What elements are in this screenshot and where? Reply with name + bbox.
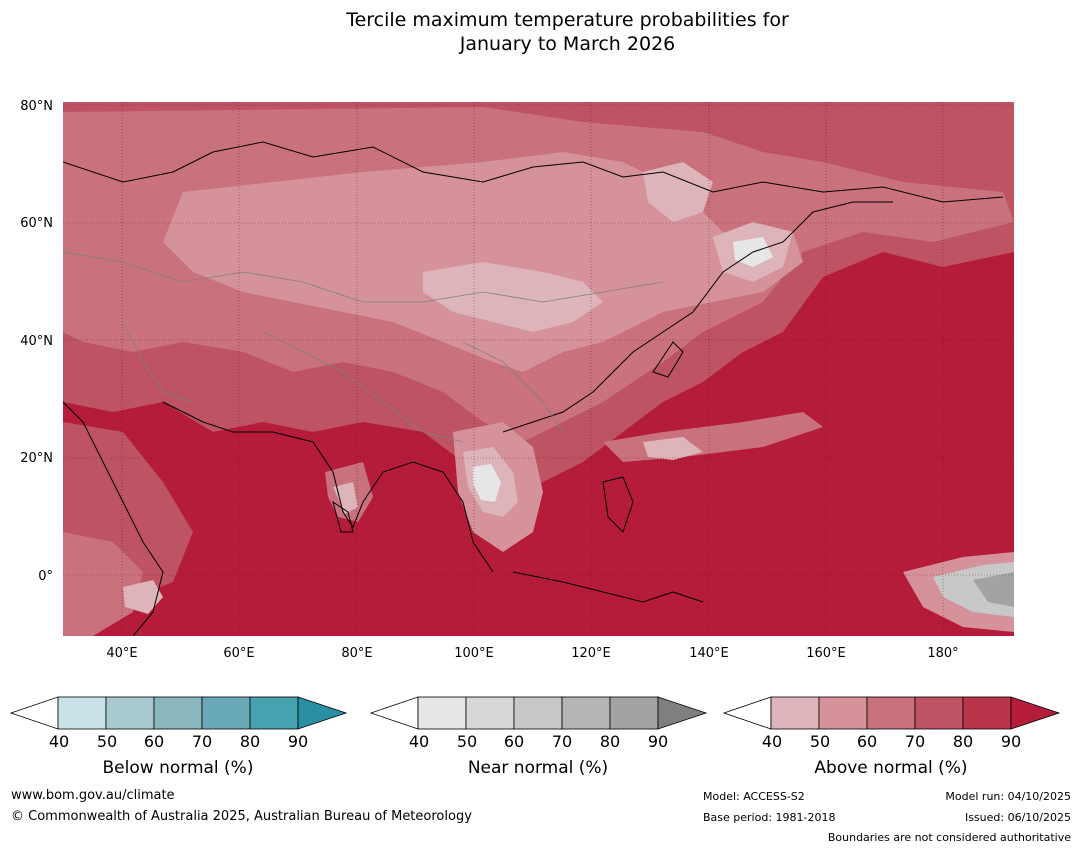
cbar-below-tick-80: 80 [239,732,261,751]
colorbar-below-normal-svg [9,696,348,730]
colorbar-segment [417,696,467,730]
model-text: Model: ACCESS-S2 [703,790,805,803]
colorbar-segment [513,696,563,730]
colorbar-lower-extend [369,696,419,730]
colorbar-near-normal [369,694,708,732]
colorbar-upper-extend [657,696,708,730]
colorbar-segment [866,696,916,730]
cbar-below-tick-90: 90 [287,732,309,751]
graticule [63,102,1014,636]
colorbar-near-normal-svg [369,696,708,730]
region-near-normal-80-pacific [973,572,1014,607]
lat-label-60n: 60°N [20,216,53,231]
map-svg [63,102,1014,636]
colorbar-segment [201,696,251,730]
cbar-above-tick-40: 40 [761,732,783,751]
issued-text: Issued: 06/10/2025 [964,811,1071,824]
cbar-near-tick-40: 40 [408,732,430,751]
colorbar-near-normal-segments [369,696,708,730]
disclaimer-text: Boundaries are not considered authoritat… [827,831,1071,844]
cbar-near-tick-60: 60 [503,732,525,751]
title-line-1: Tercile maximum temperature probabilitie… [346,9,789,31]
region-near-normal-indochina [473,464,501,502]
cbar-below-tick-50: 50 [96,732,118,751]
cbar-near-tick-80: 80 [599,732,621,751]
lon-label-60e: 60°E [223,646,255,661]
lon-label-100e: 100°E [454,646,494,661]
colorbar-above-normal [722,694,1061,732]
colorbar-segment [770,696,820,730]
cbar-below-label: Below normal (%) [102,758,254,778]
cbar-near-tick-70: 70 [551,732,573,751]
lon-label-40e: 40°E [106,646,138,661]
colorbar-segment [818,696,868,730]
coastlines [63,141,1004,636]
region-40-africa [123,580,163,614]
cbar-below-tick-60: 60 [143,732,165,751]
title-line-2: January to March 2026 [459,33,676,55]
colorbar-segment [914,696,964,730]
colorbar-segment [105,696,155,730]
website-link[interactable]: www.bom.gov.au/climate [11,788,175,803]
lon-label-120e: 120°E [571,646,611,661]
cbar-above-tick-90: 90 [1000,732,1022,751]
colorbar-lower-extend [9,696,59,730]
cbar-near-label: Near normal (%) [467,758,609,778]
region-60-africa [63,532,143,636]
cbar-above-tick-50: 50 [809,732,831,751]
colorbar-segment [609,696,659,730]
lon-label-80e: 80°E [341,646,373,661]
cbar-below-tick-40: 40 [48,732,70,751]
lon-label-140e: 140°E [689,646,729,661]
region-near-normal-60-pacific [933,562,1014,617]
colorbar-upper-extend [1010,696,1061,730]
cbar-above-label: Above normal (%) [814,758,968,778]
probability-map [63,102,1014,636]
lon-label-180: 180° [927,646,959,661]
cbar-above-tick-80: 80 [952,732,974,751]
lat-label-equator: 0° [38,569,53,584]
cbar-above-tick-60: 60 [856,732,878,751]
lat-label-80n: 80°N [20,99,53,114]
copyright-text: © Commonwealth of Australia 2025, Austra… [11,809,472,824]
lon-label-160e: 160°E [806,646,846,661]
colorbar-above-normal-svg [722,696,1061,730]
region-40-pacific-patch [643,437,703,460]
colorbar-below-normal-segments [9,696,348,730]
country-borders [63,251,664,443]
cbar-above-tick-70: 70 [904,732,926,751]
colorbar-segment [249,696,299,730]
colorbar-segment [153,696,203,730]
cbar-below-tick-70: 70 [191,732,213,751]
colorbar-below-normal [9,694,348,732]
colorbar-lower-extend [722,696,772,730]
cbar-near-tick-90: 90 [647,732,669,751]
lat-label-40n: 40°N [20,334,53,349]
model-run-text: Model run: 04/10/2025 [945,790,1071,803]
colorbar-segment [57,696,107,730]
colorbar-segment [561,696,611,730]
cbar-near-tick-50: 50 [456,732,478,751]
lat-label-20n: 20°N [20,451,53,466]
region-40-siberia [643,162,713,222]
region-40-india [333,482,358,514]
colorbar-segment [962,696,1012,730]
colorbar-upper-extend [297,696,348,730]
base-period-text: Base period: 1981-2018 [703,811,836,824]
chart-title: Tercile maximum temperature probabilitie… [0,8,1081,56]
colorbar-above-normal-segments [722,696,1061,730]
colorbar-segment [465,696,515,730]
